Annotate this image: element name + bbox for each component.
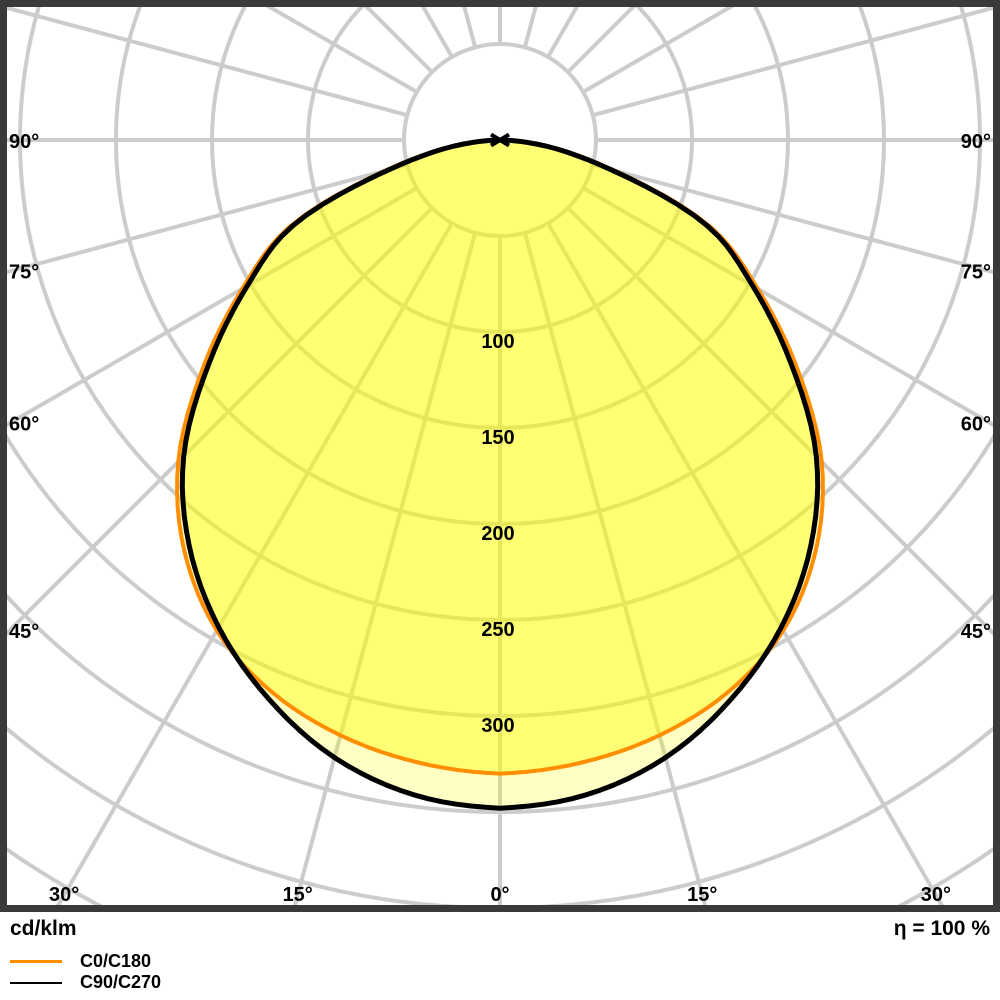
ring-value-label: 150: [481, 427, 514, 449]
plot-area: [7, 7, 993, 905]
angle-tick-label: 60°: [9, 413, 39, 435]
grid-spoke: [592, 162, 993, 275]
intensity-curve-C90-C270: [179, 137, 821, 811]
grid-spoke: [292, 232, 478, 905]
angle-tick-label: 90°: [9, 131, 39, 153]
angle-tick-label: 45°: [9, 621, 39, 643]
grid-spoke: [592, 7, 993, 118]
angle-tick-label: 90°: [961, 131, 991, 153]
unit-label: cd/klm: [10, 917, 77, 940]
ring-value-label: 250: [481, 619, 514, 641]
legend-line-swatch-c0-c180: [10, 960, 62, 963]
ring-value-label: 100: [481, 331, 514, 353]
grid-spoke: [56, 222, 454, 905]
intensity-fill-overlap: [182, 140, 818, 774]
angle-tick-label: 75°: [961, 262, 991, 284]
intensity-fill-C0-C180: [177, 140, 823, 774]
chart-frame: [0, 0, 1000, 912]
grid-spoke: [522, 232, 708, 905]
intensity-curve-C0-C180: [175, 138, 825, 776]
angle-tick-label: 30°: [921, 884, 951, 906]
grid-spoke: [582, 186, 993, 427]
grid-spoke: [566, 206, 993, 636]
legend-item-c0-c180: C0/C180: [10, 951, 161, 972]
grid-spoke: [546, 222, 944, 905]
legend-line-swatch-c90-c270: [10, 981, 62, 984]
intensity-fill-C90-C270: [182, 140, 818, 809]
angle-tick-label: 0°: [490, 884, 509, 906]
angle-tick-label: 60°: [961, 413, 991, 435]
angle-tick-label: 30°: [49, 884, 79, 906]
grid-spoke: [7, 186, 418, 427]
ring-value-label: 300: [481, 715, 514, 737]
grid-spoke: [7, 7, 408, 118]
center-marker-icon: [489, 132, 511, 148]
legend-label-c90-c270: C90/C270: [80, 972, 162, 992]
legend-item-c90-c270: C90/C270: [10, 972, 161, 993]
efficiency-label: η = 100 %: [893, 917, 990, 940]
angle-tick-label: 75°: [9, 262, 39, 284]
angle-tick-label: 15°: [687, 884, 717, 906]
ring-value-label: 200: [481, 523, 514, 545]
polar-intensity-chart: 100 150 200 250 300 90° 75° 60° 45° 30° 15° 0° 15° 30…: [0, 0, 1000, 913]
angle-tick-label: 45°: [961, 621, 991, 643]
angle-tick-label: 15°: [283, 884, 313, 906]
legend: C0/C180 C90/C270: [10, 951, 161, 993]
grid-spoke: [7, 162, 408, 275]
legend-label-c0-c180: C0/C180: [80, 951, 152, 971]
grid-spoke: [7, 206, 434, 636]
